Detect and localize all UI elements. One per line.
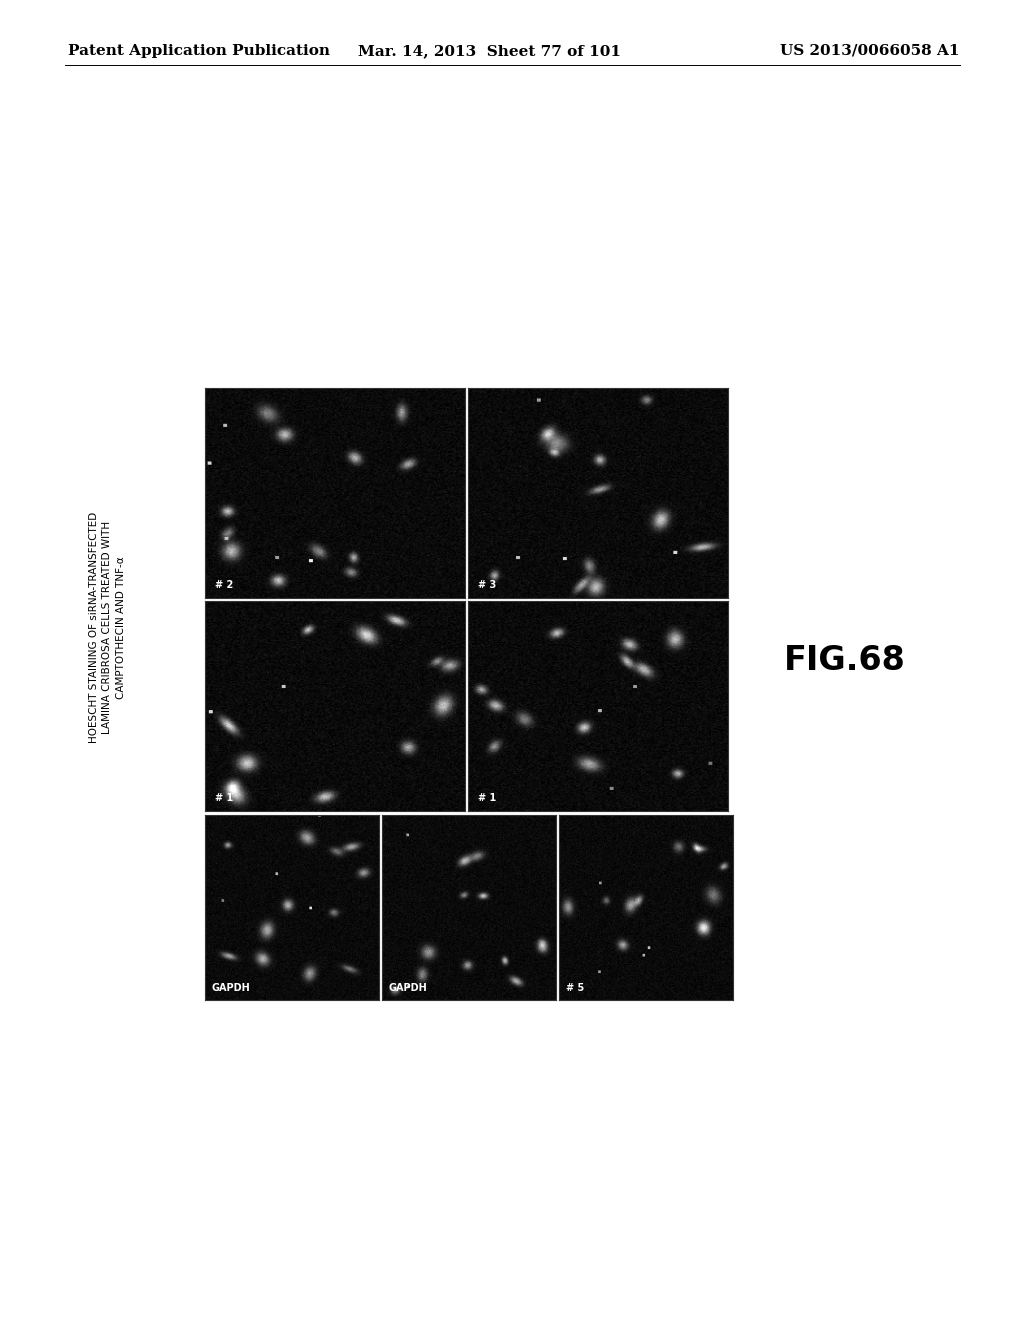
Text: US 2013/0066058 A1: US 2013/0066058 A1 bbox=[780, 44, 961, 58]
Text: # 5: # 5 bbox=[566, 982, 585, 993]
Text: HOESCHT STAINING OF siRNA-TRANSFECTED
LAMINA CRIBROSA CELLS TREATED WITH
CAMPTOT: HOESCHT STAINING OF siRNA-TRANSFECTED LA… bbox=[89, 512, 126, 743]
Text: Mar. 14, 2013  Sheet 77 of 101: Mar. 14, 2013 Sheet 77 of 101 bbox=[358, 44, 622, 58]
Text: # 1: # 1 bbox=[215, 792, 233, 803]
Text: # 3: # 3 bbox=[478, 579, 497, 590]
Text: # 1: # 1 bbox=[478, 792, 497, 803]
Text: GAPDH: GAPDH bbox=[212, 982, 251, 993]
Text: FIG.68: FIG.68 bbox=[784, 644, 906, 676]
Text: # 2: # 2 bbox=[215, 579, 233, 590]
Text: GAPDH: GAPDH bbox=[389, 982, 428, 993]
Text: Patent Application Publication: Patent Application Publication bbox=[68, 44, 330, 58]
